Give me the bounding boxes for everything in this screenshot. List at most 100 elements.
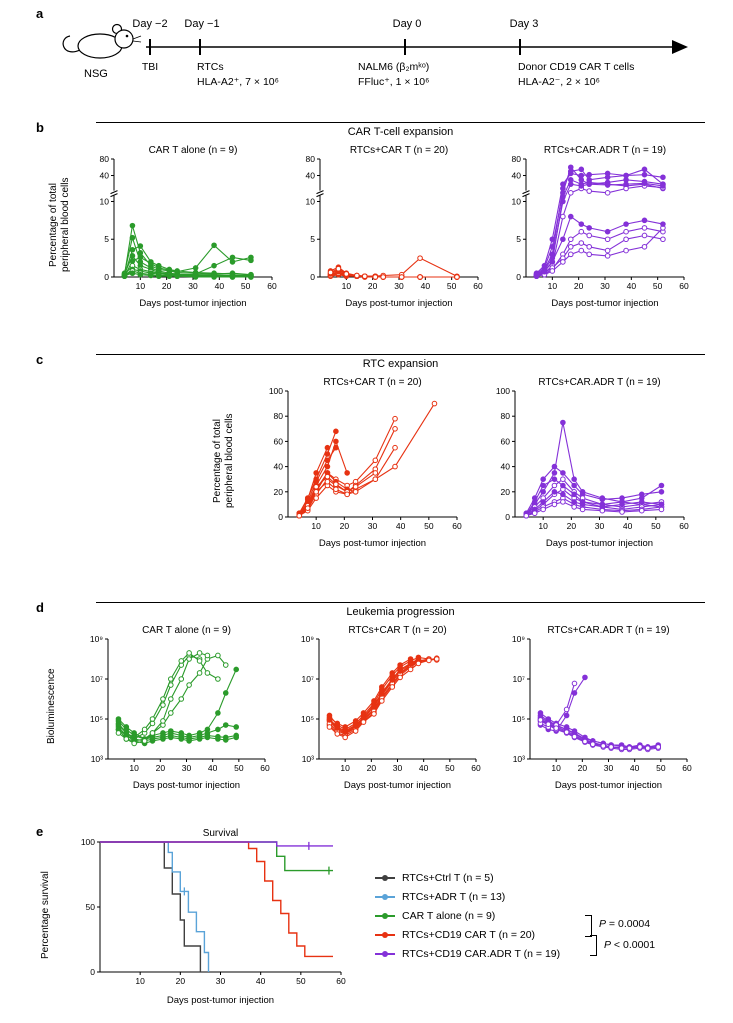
svg-text:60: 60 xyxy=(473,281,483,291)
svg-text:10⁵: 10⁵ xyxy=(301,714,314,724)
svg-text:RTCs+CAR.ADR T (n = 19): RTCs+CAR.ADR T (n = 19) xyxy=(544,145,666,156)
svg-text:50: 50 xyxy=(86,902,96,912)
svg-text:Days post-tumor injection: Days post-tumor injection xyxy=(319,538,426,549)
p-value-bracket-1 xyxy=(585,915,592,937)
panel-b-label: b xyxy=(36,120,44,135)
svg-text:Days post-tumor injection: Days post-tumor injection xyxy=(139,298,246,309)
svg-text:60: 60 xyxy=(260,763,270,773)
svg-text:10³: 10³ xyxy=(513,754,525,764)
svg-text:40: 40 xyxy=(421,281,431,291)
svg-text:0: 0 xyxy=(505,512,510,522)
panel-e-label: e xyxy=(36,824,44,839)
chart-rtcs-car-adr-t-rtc-expansion: 10 20 30 40 50 60 0 20 40 60 80 100 RTCs+CAR.ADR T (… xyxy=(477,373,692,554)
svg-text:CAR T alone (n = 9): CAR T alone (n = 9) xyxy=(142,625,231,636)
svg-text:10: 10 xyxy=(342,281,352,291)
svg-text:20: 20 xyxy=(162,281,172,291)
svg-text:0: 0 xyxy=(310,272,315,282)
svg-text:50: 50 xyxy=(241,281,251,291)
svg-text:10: 10 xyxy=(135,976,145,986)
svg-text:50: 50 xyxy=(424,521,434,531)
header-rule xyxy=(96,354,705,355)
svg-text:50: 50 xyxy=(656,763,666,773)
timeline-day-label: Day −2 xyxy=(132,18,168,30)
p-value-2: P < 0.0001 xyxy=(604,939,656,951)
svg-text:50: 50 xyxy=(234,763,244,773)
svg-text:Days post-tumor injection: Days post-tumor injection xyxy=(167,995,274,1006)
mouse-strain-label: NSG xyxy=(84,68,108,80)
svg-text:100: 100 xyxy=(81,837,95,847)
svg-text:60: 60 xyxy=(452,521,462,531)
svg-text:60: 60 xyxy=(682,763,692,773)
svg-text:40: 40 xyxy=(215,281,225,291)
survival-legend: RTCs+Ctrl T (n = 5) RTCs+ADR T (n = 13) … xyxy=(375,868,585,963)
svg-text:40: 40 xyxy=(208,763,218,773)
chart-car-t-alone-leukemia: 10 20 30 40 50 60 10³ 10⁵ 10⁷ 10⁹ CAR T alone (n =… xyxy=(68,621,273,796)
timeline-day-label: Day −1 xyxy=(184,18,220,30)
p-value-1: P = 0.0004 xyxy=(599,918,651,930)
timeline-graphic xyxy=(62,23,688,59)
svg-text:60: 60 xyxy=(267,281,277,291)
chart-rtcs-car-adr-t-leukemia: 10 20 30 40 50 60 10³ 10⁵ 10⁷ 10⁹ RTCs+CAR.ADR T (… xyxy=(490,621,695,796)
svg-text:20: 20 xyxy=(274,487,284,497)
legend-line-marker xyxy=(375,931,395,938)
svg-text:50: 50 xyxy=(653,281,663,291)
svg-text:10⁷: 10⁷ xyxy=(301,674,314,684)
svg-text:20: 20 xyxy=(368,281,378,291)
panel-b-car-t-expansion: b CAR T-cell expansion Percentage of tot… xyxy=(0,120,733,314)
svg-text:80: 80 xyxy=(100,154,110,164)
svg-text:20: 20 xyxy=(501,487,511,497)
svg-text:Days post-tumor injection: Days post-tumor injection xyxy=(546,538,653,549)
panel-a-timeline: a NSG Day −2 Day −1 Day 0 xyxy=(0,6,733,116)
svg-text:10⁹: 10⁹ xyxy=(90,634,103,644)
header-rule xyxy=(96,602,705,603)
svg-text:40: 40 xyxy=(274,462,284,472)
svg-text:10: 10 xyxy=(136,281,146,291)
legend-item-rtcs-adr-t: RTCs+ADR T (n = 13) xyxy=(375,887,585,906)
svg-text:10: 10 xyxy=(538,521,548,531)
svg-text:RTCs+CAR T (n = 20): RTCs+CAR T (n = 20) xyxy=(350,145,448,156)
svg-text:50: 50 xyxy=(447,281,457,291)
svg-text:60: 60 xyxy=(471,763,481,773)
svg-text:80: 80 xyxy=(306,154,316,164)
timeline-event-donor-car-t: Donor CD19 CAR T cells HLA-A2⁻, 2 × 10⁶ xyxy=(518,61,635,89)
svg-text:30: 30 xyxy=(393,763,403,773)
timeline-day-label: Day 3 xyxy=(509,18,539,30)
svg-text:60: 60 xyxy=(501,436,511,446)
timeline-event-tbi: TBI xyxy=(141,61,159,73)
svg-text:10: 10 xyxy=(340,763,350,773)
timeline-event-nalm6: NALM6 (β₂mᵏᵒ) FFluc⁺, 1 × 10⁶ xyxy=(358,61,430,89)
svg-text:80: 80 xyxy=(501,411,511,421)
svg-text:Days post-tumor injection: Days post-tumor injection xyxy=(555,780,662,791)
legend-item-car-t-alone: CAR T alone (n = 9) xyxy=(375,906,585,925)
svg-text:10³: 10³ xyxy=(91,754,103,764)
svg-text:10: 10 xyxy=(548,281,558,291)
timeline-day-label: Day 0 xyxy=(392,18,422,30)
svg-text:80: 80 xyxy=(512,154,522,164)
svg-text:10⁹: 10⁹ xyxy=(301,634,314,644)
chart-rtcs-car-t-expansion: 10 20 30 40 50 60 0 5 10 40 80 RTCs+CAR T (n = 20) D… xyxy=(286,141,486,314)
svg-text:20: 20 xyxy=(567,521,577,531)
svg-text:10: 10 xyxy=(129,763,139,773)
legend-item-rtcs-ctrl-t: RTCs+Ctrl T (n = 5) xyxy=(375,868,585,887)
svg-text:80: 80 xyxy=(274,411,284,421)
svg-text:Days post-tumor injection: Days post-tumor injection xyxy=(551,298,658,309)
panel-d-header: Leukemia progression xyxy=(96,600,705,618)
svg-text:10⁷: 10⁷ xyxy=(90,674,103,684)
legend-line-marker xyxy=(375,912,395,919)
panel-d-leukemia-progression: d Leukemia progression Bioluminescence 1… xyxy=(0,600,733,796)
svg-text:20: 20 xyxy=(367,763,377,773)
svg-text:30: 30 xyxy=(188,281,198,291)
panel-b-title: CAR T-cell expansion xyxy=(347,126,454,138)
svg-text:Days post-tumor injection: Days post-tumor injection xyxy=(133,780,240,791)
svg-text:40: 40 xyxy=(623,521,633,531)
svg-text:30: 30 xyxy=(600,281,610,291)
svg-text:60: 60 xyxy=(336,976,346,986)
svg-text:10⁹: 10⁹ xyxy=(512,634,525,644)
timeline-arrow xyxy=(146,39,688,55)
svg-text:10: 10 xyxy=(100,196,110,206)
svg-text:30: 30 xyxy=(368,521,378,531)
legend-line-marker xyxy=(375,893,395,900)
legend-line-marker xyxy=(375,950,395,957)
chart-survival: 10 20 30 40 50 60 0 50 100 Survival Days post-tumo… xyxy=(56,824,351,1011)
